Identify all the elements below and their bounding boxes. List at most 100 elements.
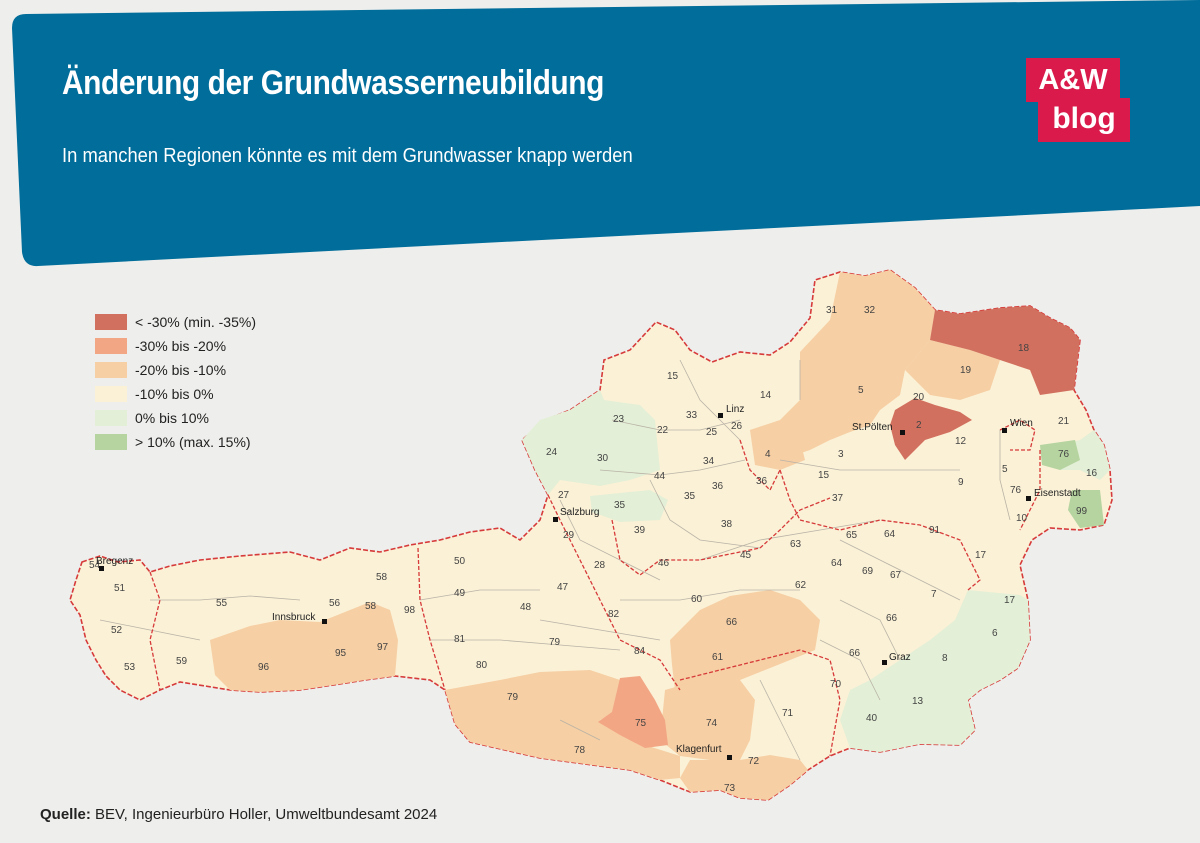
region-number: 62 bbox=[795, 580, 807, 591]
region-number: 95 bbox=[335, 648, 347, 659]
city-label: Bregenz bbox=[96, 556, 133, 567]
region-orange-72-73 bbox=[680, 755, 808, 800]
region-number: 33 bbox=[686, 410, 698, 421]
legend-swatch bbox=[95, 362, 127, 378]
region-number: 29 bbox=[563, 530, 575, 541]
city-label: Innsbruck bbox=[272, 612, 316, 623]
region-orange-3 bbox=[750, 425, 805, 470]
region-number: 2 bbox=[916, 420, 922, 431]
aw-blog-logo[interactable]: A&W blog bbox=[1026, 58, 1130, 144]
region-number: 69 bbox=[862, 566, 874, 577]
city-marker bbox=[1026, 496, 1031, 501]
region-number: 80 bbox=[476, 660, 488, 671]
logo-line-1: A&W bbox=[1026, 58, 1120, 102]
region-number: 5 bbox=[1002, 464, 1008, 475]
region-number: 66 bbox=[886, 613, 898, 624]
legend-label: 0% bis 10% bbox=[135, 410, 209, 426]
region-number: 40 bbox=[866, 713, 878, 724]
region-number: 66 bbox=[726, 617, 738, 628]
city-label: Eisenstadt bbox=[1034, 488, 1081, 499]
region-number: 61 bbox=[712, 652, 724, 663]
legend-label: -30% bis -20% bbox=[135, 338, 227, 354]
legend-item: -20% bis -10% bbox=[95, 358, 256, 382]
city-label: Linz bbox=[726, 404, 744, 415]
region-number: 49 bbox=[454, 588, 466, 599]
region-orange-78-79 bbox=[445, 670, 680, 780]
region-number: 26 bbox=[731, 421, 743, 432]
region-number: 65 bbox=[846, 530, 858, 541]
legend-item: < -30% (min. -35%) bbox=[95, 310, 256, 334]
region-number: 15 bbox=[818, 470, 830, 481]
region-dark-red-18 bbox=[930, 306, 1080, 395]
region-number: 35 bbox=[684, 491, 696, 502]
region-number: 16 bbox=[1086, 468, 1098, 479]
region-light-green-76 bbox=[1040, 440, 1080, 470]
region-orange-19-20 bbox=[905, 340, 1000, 400]
city-label: Wien bbox=[1010, 418, 1033, 429]
district-borders bbox=[99, 359, 1011, 761]
region-number: 56 bbox=[329, 598, 341, 609]
region-number: 18 bbox=[1018, 343, 1030, 354]
region-number: 66 bbox=[849, 648, 861, 659]
region-number: 63 bbox=[790, 539, 802, 550]
region-number: 98 bbox=[404, 605, 416, 616]
region-number: 31 bbox=[826, 305, 838, 316]
region-number: 59 bbox=[176, 656, 188, 667]
region-number: 81 bbox=[454, 634, 466, 645]
region-number: 36 bbox=[756, 476, 768, 487]
city-label: Graz bbox=[889, 652, 911, 663]
region-number: 35 bbox=[614, 500, 626, 511]
region-number: 32 bbox=[864, 305, 876, 316]
region-number: 97 bbox=[377, 642, 389, 653]
region-number: 70 bbox=[830, 679, 842, 690]
legend-swatch bbox=[95, 386, 127, 402]
region-orange-waldviertel bbox=[750, 270, 935, 460]
region-number: 38 bbox=[721, 519, 733, 530]
region-number: 21 bbox=[1058, 416, 1070, 427]
region-number: 60 bbox=[691, 594, 703, 605]
city-label: St.Pölten bbox=[852, 422, 893, 433]
region-number: 4 bbox=[765, 449, 771, 460]
region-orange-61-67 bbox=[670, 590, 820, 700]
legend-swatch bbox=[95, 338, 127, 354]
region-number: 76 bbox=[1010, 485, 1022, 496]
region-number: 76 bbox=[1058, 449, 1070, 460]
region-number: 3 bbox=[838, 449, 844, 460]
city-marker bbox=[553, 517, 558, 522]
region-number: 7 bbox=[931, 589, 937, 600]
region-number: 15 bbox=[667, 371, 679, 382]
region-number: 53 bbox=[124, 662, 136, 673]
region-number: 5 bbox=[858, 385, 864, 396]
region-number: 48 bbox=[520, 602, 532, 613]
region-number: 64 bbox=[831, 558, 843, 569]
region-number: 82 bbox=[608, 609, 620, 620]
city-label: Klagenfurt bbox=[676, 744, 722, 755]
legend-item: -10% bis 0% bbox=[95, 382, 256, 406]
region-number: 78 bbox=[574, 745, 586, 756]
region-number: 58 bbox=[365, 601, 377, 612]
region-number: 19 bbox=[960, 365, 972, 376]
region-number: 20 bbox=[913, 392, 925, 403]
region-number: 34 bbox=[703, 456, 715, 467]
region-orange-tyrol bbox=[210, 602, 398, 692]
region-number: 14 bbox=[760, 390, 772, 401]
region-number: 12 bbox=[955, 436, 967, 447]
region-number: 99 bbox=[1076, 506, 1088, 517]
region-number: 50 bbox=[454, 556, 466, 567]
region-number: 46 bbox=[658, 558, 670, 569]
legend-item: > 10% (max. 15%) bbox=[95, 430, 256, 454]
region-number: 36 bbox=[712, 481, 724, 492]
region-green-styria-southeast bbox=[840, 590, 1030, 752]
region-number: 8 bbox=[942, 653, 948, 664]
legend-item: 0% bis 10% bbox=[95, 406, 256, 430]
legend-label: < -30% (min. -35%) bbox=[135, 314, 256, 330]
region-number: 71 bbox=[782, 708, 794, 719]
region-number: 13 bbox=[912, 696, 924, 707]
city-marker bbox=[727, 755, 732, 760]
region-number: 51 bbox=[114, 583, 126, 594]
region-number: 64 bbox=[884, 529, 896, 540]
legend-swatch bbox=[95, 410, 127, 426]
city-markers: Bregenz Innsbruck Salzburg Linz St.Pölte… bbox=[96, 404, 1081, 760]
region-number: 25 bbox=[706, 427, 718, 438]
region-light-green-99 bbox=[1068, 490, 1104, 528]
